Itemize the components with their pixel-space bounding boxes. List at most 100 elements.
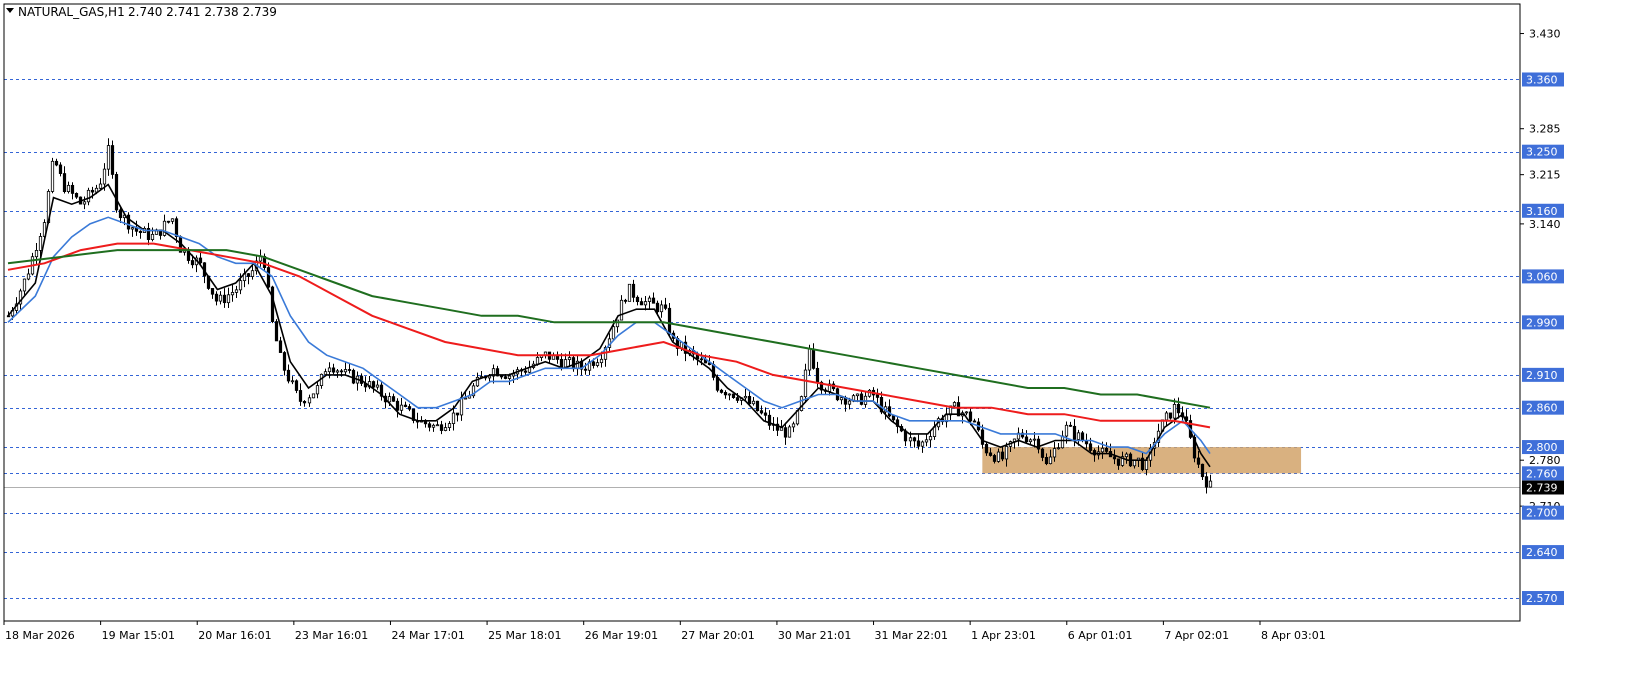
- candle[interactable]: [298, 383, 303, 406]
- candle[interactable]: [455, 412, 460, 422]
- candle[interactable]: [775, 417, 780, 437]
- candle[interactable]: [138, 230, 143, 239]
- candle[interactable]: [916, 434, 921, 450]
- candle[interactable]: [379, 380, 384, 401]
- candle[interactable]: [102, 163, 107, 191]
- candle[interactable]: [403, 401, 408, 408]
- candle[interactable]: [996, 448, 1001, 463]
- candle[interactable]: [651, 292, 656, 304]
- candle[interactable]: [523, 366, 528, 376]
- candle[interactable]: [174, 216, 179, 243]
- candle[interactable]: [663, 297, 668, 311]
- candle[interactable]: [471, 382, 476, 399]
- candle[interactable]: [639, 297, 644, 306]
- candle[interactable]: [727, 393, 732, 401]
- level-price-tag[interactable]: [1522, 203, 1564, 218]
- candle[interactable]: [323, 368, 328, 375]
- level-price-tag[interactable]: [1522, 269, 1564, 284]
- candle[interactable]: [58, 162, 63, 177]
- candle[interactable]: [1040, 447, 1045, 462]
- candle[interactable]: [1056, 442, 1061, 450]
- candle[interactable]: [643, 295, 648, 311]
- candle[interactable]: [230, 284, 235, 302]
- candle[interactable]: [439, 420, 444, 435]
- candle[interactable]: [375, 380, 380, 390]
- candle[interactable]: [743, 388, 748, 402]
- candle[interactable]: [1104, 442, 1109, 454]
- candle[interactable]: [294, 379, 299, 394]
- candle[interactable]: [759, 405, 764, 415]
- candle[interactable]: [567, 351, 572, 367]
- candle[interactable]: [1192, 432, 1197, 463]
- candle[interactable]: [198, 253, 203, 265]
- candle[interactable]: [210, 288, 215, 299]
- candle[interactable]: [972, 418, 977, 423]
- candle[interactable]: [491, 364, 496, 384]
- candle[interactable]: [427, 421, 432, 432]
- candle[interactable]: [130, 226, 135, 237]
- candle[interactable]: [50, 157, 55, 194]
- candle[interactable]: [347, 363, 352, 374]
- candle[interactable]: [311, 393, 316, 399]
- candle[interactable]: [274, 319, 279, 342]
- candle[interactable]: [431, 423, 436, 432]
- candle[interactable]: [278, 336, 283, 353]
- candle[interactable]: [924, 434, 929, 447]
- level-price-tag[interactable]: [1522, 545, 1564, 560]
- candle[interactable]: [859, 390, 864, 406]
- candle[interactable]: [290, 376, 295, 385]
- candle[interactable]: [751, 397, 756, 406]
- candle[interactable]: [984, 442, 989, 456]
- candle[interactable]: [891, 415, 896, 423]
- candle[interactable]: [118, 206, 123, 224]
- candle[interactable]: [912, 436, 917, 448]
- candle[interactable]: [964, 411, 969, 416]
- candle[interactable]: [1028, 438, 1033, 445]
- candle[interactable]: [1124, 452, 1129, 464]
- candle[interactable]: [1140, 452, 1145, 472]
- candle[interactable]: [26, 268, 31, 281]
- candle[interactable]: [631, 279, 636, 303]
- candle[interactable]: [214, 291, 219, 306]
- candle[interactable]: [1116, 458, 1121, 470]
- candle[interactable]: [992, 453, 997, 464]
- candle[interactable]: [391, 393, 396, 402]
- candle[interactable]: [226, 287, 231, 308]
- candle[interactable]: [70, 182, 75, 200]
- candle[interactable]: [371, 380, 376, 393]
- candle[interactable]: [1036, 435, 1041, 454]
- candle[interactable]: [1208, 474, 1213, 488]
- candle[interactable]: [1068, 421, 1073, 427]
- candle[interactable]: [74, 192, 79, 199]
- candle[interactable]: [799, 395, 804, 412]
- candle[interactable]: [1196, 450, 1201, 468]
- candle[interactable]: [1048, 449, 1053, 465]
- candle[interactable]: [246, 273, 251, 285]
- candle[interactable]: [683, 335, 688, 362]
- level-price-tag[interactable]: [1522, 505, 1564, 520]
- candle[interactable]: [623, 298, 628, 304]
- candle[interactable]: [659, 300, 664, 318]
- candle[interactable]: [435, 420, 440, 427]
- candle[interactable]: [218, 291, 223, 305]
- candle[interactable]: [635, 295, 640, 306]
- candle[interactable]: [222, 288, 227, 308]
- candle[interactable]: [803, 363, 808, 403]
- symbol-dropdown-icon[interactable]: [6, 8, 14, 13]
- candle[interactable]: [302, 400, 307, 407]
- candle[interactable]: [928, 430, 933, 448]
- ma-fast-line[interactable]: [7, 183, 1211, 468]
- candle[interactable]: [66, 181, 71, 194]
- candle[interactable]: [399, 397, 404, 414]
- candle[interactable]: [166, 220, 171, 224]
- candle[interactable]: [451, 405, 456, 431]
- candle[interactable]: [980, 424, 985, 449]
- level-price-tag[interactable]: [1522, 466, 1564, 481]
- candle[interactable]: [1004, 442, 1009, 467]
- candle[interactable]: [1168, 412, 1173, 420]
- candle[interactable]: [595, 358, 600, 368]
- candle[interactable]: [627, 283, 632, 302]
- candle[interactable]: [763, 407, 768, 423]
- candle[interactable]: [747, 391, 752, 405]
